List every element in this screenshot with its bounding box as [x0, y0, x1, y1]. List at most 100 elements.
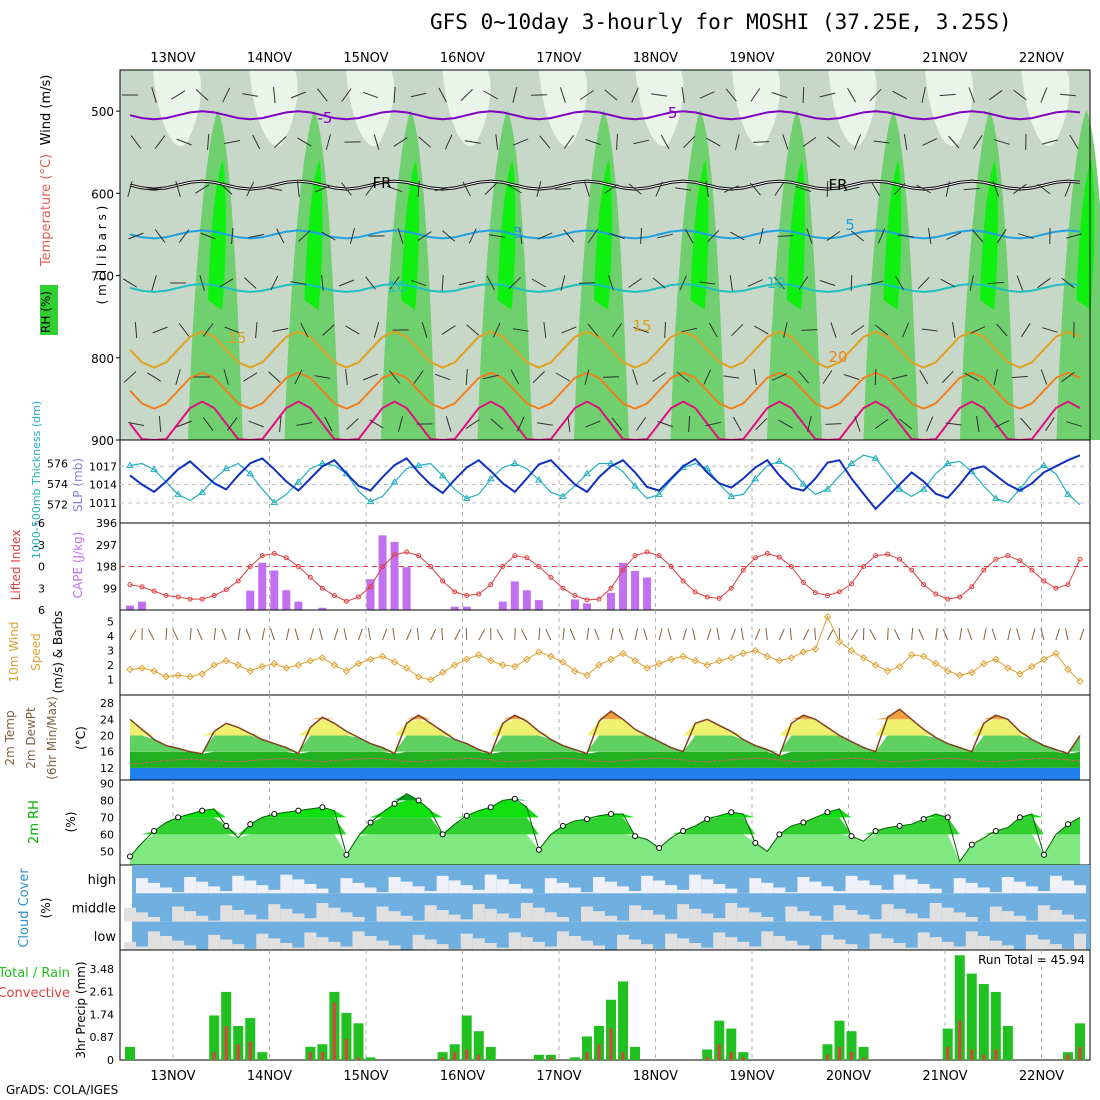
wind-barb	[773, 276, 785, 290]
wind10-point	[595, 661, 603, 669]
wind-barb	[703, 369, 711, 385]
wind-barb	[290, 281, 307, 285]
wind-barb	[298, 230, 311, 242]
wind-barb	[555, 372, 571, 382]
cape-bar	[450, 606, 459, 610]
wind-barb	[657, 420, 673, 428]
cloud-cell	[965, 882, 978, 894]
rh2m-axis-label: 2m RH	[27, 800, 42, 844]
precip-convective-bar	[332, 1002, 336, 1060]
cloud-cell	[773, 887, 786, 894]
cloud-cell	[364, 887, 377, 894]
wind-barb	[893, 182, 906, 196]
wind10-point	[234, 661, 242, 669]
wind-barb	[1066, 233, 1082, 239]
rh2m-band	[130, 800, 1080, 818]
precip-total-bar	[353, 1023, 364, 1060]
cloud-cell	[989, 940, 1002, 950]
cloud-cell	[436, 875, 449, 894]
wind-barb	[580, 90, 594, 100]
cloud-cell	[172, 940, 185, 950]
precip-total-bar	[822, 1044, 833, 1060]
rain-legend-label: Total / Rain	[0, 966, 70, 981]
rh2m-point	[608, 811, 615, 817]
rh-saturated-core	[787, 160, 805, 310]
wind10-point	[607, 655, 615, 663]
li-point	[800, 579, 806, 585]
precip-total-bar	[257, 1052, 268, 1060]
cloud-unit-label: (%)	[39, 898, 53, 919]
wind10-barb	[634, 628, 639, 641]
cloud-cell	[1061, 880, 1074, 894]
wind10-barb	[189, 627, 192, 641]
rh2m-unit-label: (%)	[64, 812, 78, 833]
wind10-barb	[309, 628, 314, 641]
cloud-cell	[184, 877, 197, 894]
cloud-cell	[833, 939, 846, 950]
wind10-barb	[221, 628, 227, 641]
wind10-point	[438, 668, 447, 677]
cloud-cell	[520, 888, 533, 894]
temp2m-tick: 24	[100, 713, 114, 726]
wind-barb	[410, 279, 427, 287]
temperature-contour	[129, 330, 1081, 369]
thickness-point	[486, 474, 495, 482]
cloud-cell	[448, 948, 461, 950]
precip-total-bar	[990, 991, 1001, 1060]
wind-barb	[365, 182, 376, 196]
wind10-barb	[496, 629, 504, 641]
wind-barb	[567, 416, 571, 432]
wind10-point	[1016, 670, 1024, 678]
precip-convective-bar	[585, 1052, 589, 1060]
wind10-point	[390, 658, 399, 666]
precip-convective-bar	[356, 1057, 360, 1060]
wind10-point	[775, 657, 784, 665]
cloud-cell	[568, 887, 581, 894]
cape-bar	[510, 581, 519, 610]
rh2m-tick: 70	[100, 811, 114, 824]
wind10-point	[318, 654, 327, 662]
cloud-cell	[160, 887, 173, 894]
cape-axis-label: CAPE (J/kg)	[71, 532, 85, 599]
cloud-cell	[304, 918, 317, 922]
cloud-cell	[328, 907, 341, 922]
wind10-point	[499, 661, 507, 669]
cloud-cell	[580, 906, 593, 922]
wind-barb	[1016, 275, 1024, 291]
li-point	[331, 593, 337, 598]
wind10-point	[426, 675, 435, 684]
cloud-cell	[845, 944, 858, 950]
wind-barb	[875, 324, 889, 336]
cape-tick: 198	[96, 561, 117, 574]
wind10-point	[547, 652, 555, 661]
li-point	[524, 555, 530, 561]
temp2m-band	[130, 735, 1080, 752]
contour-label: 5	[513, 224, 523, 242]
wind-barb	[940, 278, 956, 288]
precip-convective-bar	[248, 1041, 252, 1060]
wind-barb	[681, 87, 685, 103]
rh2m-point	[295, 807, 302, 814]
precip-total-bar	[738, 1052, 749, 1060]
thickness-point	[174, 490, 182, 497]
precip-convective-bar	[729, 1052, 733, 1060]
precip-total-bar	[461, 1015, 472, 1060]
li-point	[343, 598, 349, 604]
cloud-cell	[917, 918, 930, 922]
precip-total-bar	[978, 984, 989, 1060]
wind-barb	[512, 87, 518, 103]
wind-barb	[657, 233, 674, 239]
cloud-cell	[1049, 875, 1062, 894]
thickness-point	[414, 461, 423, 469]
wind-barb	[802, 136, 817, 148]
wind10-point	[727, 654, 735, 662]
cloud-cell	[797, 945, 810, 950]
thickness-point	[775, 457, 784, 464]
precip-total-bar	[618, 981, 629, 1060]
wind-barb	[819, 280, 836, 286]
rh-saturated-core	[497, 160, 516, 310]
wind10-barb	[441, 627, 444, 641]
cloud-cell	[292, 879, 305, 894]
cloud-cell	[869, 885, 882, 894]
cloud-cell	[400, 881, 413, 894]
